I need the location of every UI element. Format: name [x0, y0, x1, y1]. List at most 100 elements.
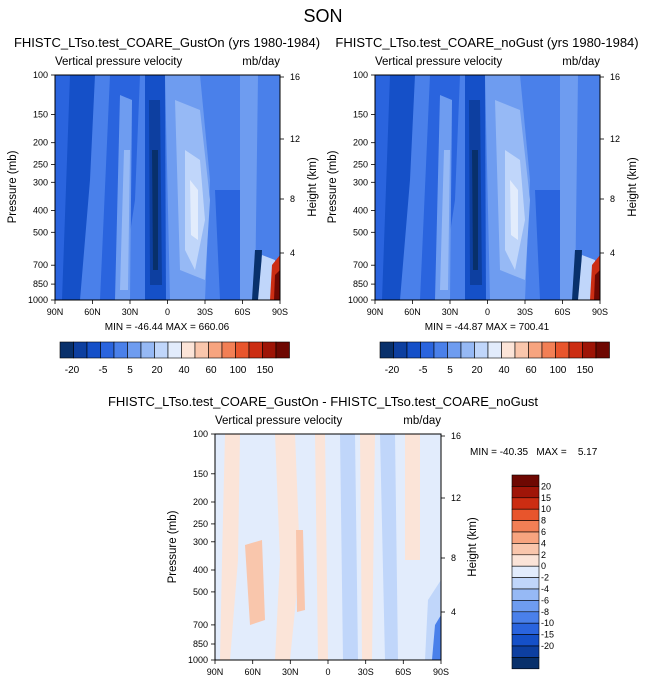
colorbar-swatch — [511, 588, 540, 601]
min-max-stats: MIN = -40.35 MAX = 5.17 — [470, 447, 598, 458]
y-axis-label: Pressure (mb) — [7, 150, 19, 223]
x-tick-label: 30N — [122, 307, 139, 317]
y-tick-label: 200 — [33, 138, 48, 148]
field-band — [120, 150, 130, 290]
colorbar-label: -20 — [385, 365, 400, 376]
x-axis: 90N 60N 30N 0 30S 60S 90S — [47, 300, 288, 317]
y-tick-label: 500 — [353, 227, 368, 237]
field-band — [296, 530, 305, 612]
x-tick-label: 60S — [234, 307, 250, 317]
field-band — [560, 75, 578, 300]
colorbar: -20 -5 5 20 40 60 100 150 — [379, 341, 610, 376]
colorbar-swatch — [511, 622, 540, 635]
colorbar-swatch — [555, 341, 570, 359]
colorbar-label: 5 — [447, 365, 453, 376]
colorbar-swatch — [433, 341, 448, 359]
colorbar-label: 4 — [541, 538, 546, 548]
colorbar-label: 20 — [471, 365, 483, 376]
colorbar-swatch — [511, 565, 540, 578]
field-band — [535, 190, 560, 300]
colorbar-swatch — [86, 341, 101, 359]
y2-tick-label: 4 — [290, 248, 295, 258]
colorbar-swatch — [235, 341, 250, 359]
y-tick-label: 150 — [33, 110, 48, 120]
y2-tick-label: 8 — [610, 194, 615, 204]
y-axis-left: 100 150 200 250 300 400 500 700 850 1000 — [348, 70, 375, 305]
colorbar-swatch — [167, 341, 182, 359]
x-tick-label: 30S — [197, 307, 213, 317]
colorbar-swatch — [275, 341, 290, 359]
y-tick-label: 700 — [353, 260, 368, 270]
colorbar-swatch — [127, 341, 142, 359]
field-band — [440, 150, 450, 290]
y-tick-label: 100 — [193, 429, 208, 439]
colorbar-swatch — [460, 341, 475, 359]
colorbar-swatch — [511, 554, 540, 567]
y-axis-label: Pressure (mb) — [167, 510, 179, 583]
colorbar-swatch — [262, 341, 277, 359]
colorbar-swatch — [541, 341, 556, 359]
field-band — [340, 434, 358, 660]
y-tick-label: 100 — [33, 70, 48, 80]
main-title: SON — [303, 6, 342, 26]
y-tick-label: 300 — [193, 537, 208, 547]
field-band — [274, 270, 280, 300]
panel-variable-label: Vertical pressure velocity — [55, 56, 182, 68]
colorbar-swatch — [248, 341, 263, 359]
y-tick-label: 200 — [353, 138, 368, 148]
colorbar-label: 60 — [205, 365, 217, 376]
colorbar-swatch — [154, 341, 169, 359]
panel-variable-label: Vertical pressure velocity — [375, 56, 502, 68]
x-tick-label: 90S — [433, 667, 449, 677]
x-tick-label: 30S — [517, 307, 533, 317]
y-tick-label: 200 — [193, 497, 208, 507]
x-axis: 90N 60N 30N 0 30S 60S 90S — [367, 300, 608, 317]
colorbar-swatch — [511, 634, 540, 647]
colorbar-label: 6 — [541, 527, 546, 537]
field-band — [360, 434, 375, 660]
y-tick-label: 250 — [193, 519, 208, 529]
y2-axis-label: Height (km) — [307, 157, 319, 217]
x-tick-label: 0 — [485, 307, 490, 317]
colorbar: -20 -5 5 20 40 60 100 150 — [59, 341, 290, 376]
colorbar-label: 150 — [257, 365, 274, 376]
colorbar-label: -6 — [541, 595, 549, 605]
colorbar-label: 20 — [151, 365, 163, 376]
field-band — [510, 180, 518, 240]
colorbar-label: -5 — [419, 365, 428, 376]
colorbar-label: 15 — [541, 493, 551, 503]
y-tick-label: 400 — [193, 565, 208, 575]
colorbar-swatch — [474, 341, 489, 359]
field-band — [62, 75, 95, 300]
panel-gust-on: FHISTC_LTso.test_COARE_GustOn (yrs 1980-… — [7, 35, 320, 376]
x-tick-label: 60N — [244, 667, 261, 677]
colorbar-swatch — [140, 341, 155, 359]
x-tick-label: 60S — [554, 307, 570, 317]
colorbar-label: -8 — [541, 607, 549, 617]
x-tick-label: 60N — [404, 307, 421, 317]
y-tick-label: 700 — [33, 260, 48, 270]
x-tick-label: 90N — [207, 667, 224, 677]
colorbar-swatch — [393, 341, 408, 359]
colorbar-label: 100 — [230, 365, 247, 376]
colorbar-label: 60 — [525, 365, 537, 376]
colorbar-swatch — [208, 341, 223, 359]
field-band — [152, 150, 158, 270]
colorbar-swatch — [100, 341, 115, 359]
colorbar-swatch — [511, 474, 540, 487]
panel-units-label: mb/day — [403, 415, 441, 427]
y2-tick-label: 16 — [451, 431, 461, 441]
panel-title: FHISTC_LTso.test_COARE_GustOn (yrs 1980-… — [14, 35, 320, 50]
colorbar-swatch — [514, 341, 529, 359]
y2-tick-label: 12 — [290, 134, 300, 144]
colorbar-swatch — [511, 531, 540, 544]
panel-variable-label: Vertical pressure velocity — [215, 415, 342, 427]
field-band — [432, 615, 441, 660]
colorbar-swatch — [511, 611, 540, 624]
field-band — [405, 434, 420, 560]
colorbar-label: -2 — [541, 573, 549, 583]
colorbar-swatch — [59, 341, 74, 359]
y2-tick-label: 12 — [451, 493, 461, 503]
colorbar-swatch — [511, 486, 540, 499]
